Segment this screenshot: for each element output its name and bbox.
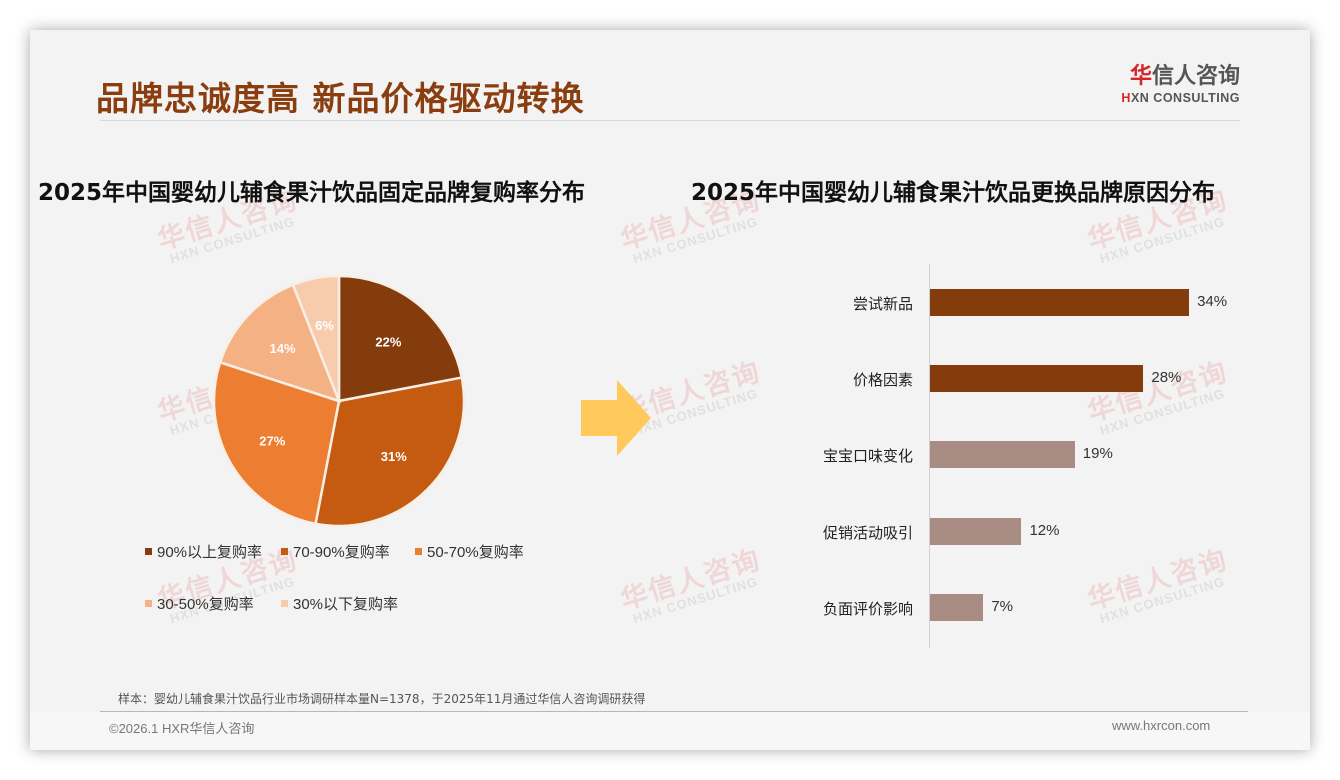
footer-bar bbox=[30, 712, 1310, 750]
bar-row: 宝宝口味变化 19% bbox=[30, 441, 1310, 469]
bar-category-label: 负面评价影响 bbox=[822, 601, 913, 618]
bar bbox=[930, 289, 1190, 316]
legend-swatch bbox=[281, 600, 288, 607]
legend-item: 90%以上复购率 bbox=[145, 541, 262, 562]
bar-category-label: 尝试新品 bbox=[852, 296, 913, 313]
logo-cn-text: 信人咨询 bbox=[1151, 64, 1240, 89]
pie-slice bbox=[314, 376, 466, 528]
bar-value-label: 28% bbox=[1151, 369, 1182, 386]
bar bbox=[930, 518, 1022, 545]
pie-slice bbox=[291, 274, 341, 402]
pie-slice-label: 31% bbox=[381, 449, 407, 464]
bar-category-label: 促销活动吸引 bbox=[822, 525, 913, 542]
pie-slice-label: 27% bbox=[259, 433, 285, 448]
legend-item: 30%以下复购率 bbox=[281, 593, 398, 614]
title-divider bbox=[100, 120, 1240, 121]
legend-swatch bbox=[145, 548, 152, 555]
bar-value-label: 12% bbox=[1029, 522, 1060, 539]
bar-row: 促销活动吸引 12% bbox=[30, 518, 1310, 546]
legend-label: 30%以下复购率 bbox=[293, 596, 399, 613]
bar bbox=[930, 441, 1075, 468]
legend-swatch bbox=[145, 600, 152, 607]
bar-value-label: 34% bbox=[1197, 293, 1228, 310]
pie-slice bbox=[218, 283, 342, 404]
legend-item: 70-90%复购率 bbox=[281, 541, 390, 562]
legend-label: 30-50%复购率 bbox=[157, 596, 254, 613]
bar-category-label: 宝宝口味变化 bbox=[822, 448, 913, 465]
legend-swatch bbox=[281, 548, 288, 555]
sample-footnote: 样本：婴幼儿辅食果汁饮品行业市场调研样本量N=1378，于2025年11月通过华… bbox=[118, 692, 646, 706]
legend-label: 50-70%复购率 bbox=[427, 544, 524, 561]
bar-chart-title: 2025年中国婴幼儿辅食果汁饮品更换品牌原因分布 bbox=[691, 180, 1216, 206]
bar-category-label: 价格因素 bbox=[852, 372, 913, 389]
pie-slice bbox=[337, 274, 464, 403]
bar-value-label: 19% bbox=[1082, 445, 1113, 462]
legend-item: 50-70%复购率 bbox=[415, 541, 524, 562]
right-arrow-icon bbox=[581, 380, 651, 456]
bar-row: 负面评价影响 7% bbox=[30, 594, 1310, 622]
legend-swatch bbox=[415, 548, 422, 555]
pie-slice-label: 6% bbox=[315, 318, 334, 333]
pie-slice bbox=[212, 360, 341, 526]
bar-chart: 尝试新品 34% 价格因素 28% 宝宝口味变化 19% 促销活动吸引 12% 负面评价影响 7% bbox=[30, 30, 1310, 750]
legend-label: 90%以上复购率 bbox=[157, 544, 263, 561]
bar-value-label: 7% bbox=[991, 598, 1014, 615]
legend-item: 30-50%复购率 bbox=[145, 593, 254, 614]
bar-row: 尝试新品 34% bbox=[30, 289, 1310, 317]
slide: 品牌忠诚度高 新品价格驱动转换 华信人咨询 HXN CONSULTING 华信人… bbox=[30, 30, 1310, 750]
legend-label: 70-90%复购率 bbox=[293, 544, 390, 561]
website-link[interactable]: www.hxrcon.com bbox=[1112, 718, 1211, 733]
bar bbox=[930, 365, 1144, 392]
logo-en-mark: H bbox=[1121, 91, 1131, 105]
copyright-text: ©2026.1 HXR华信人咨询 bbox=[109, 721, 255, 736]
category-axis bbox=[929, 264, 930, 648]
pie-chart: 22% 31% 27% 14% 6% bbox=[212, 274, 466, 528]
bar-row: 价格因素 28% bbox=[30, 365, 1310, 393]
logo-en-text: XN CONSULTING bbox=[1130, 91, 1240, 105]
company-logo: 华信人咨询 HXN CONSULTING bbox=[1110, 64, 1240, 106]
bar bbox=[930, 594, 984, 621]
footer-divider bbox=[100, 711, 1248, 712]
logo-mark: 华 bbox=[1129, 64, 1152, 89]
page-title: 品牌忠诚度高 新品价格驱动转换 bbox=[96, 79, 585, 118]
pie-chart-title: 2025年中国婴幼儿辅食果汁饮品固定品牌复购率分布 bbox=[38, 180, 586, 206]
pie-slice-label: 22% bbox=[375, 334, 401, 349]
pie-slice-label: 14% bbox=[269, 341, 295, 356]
